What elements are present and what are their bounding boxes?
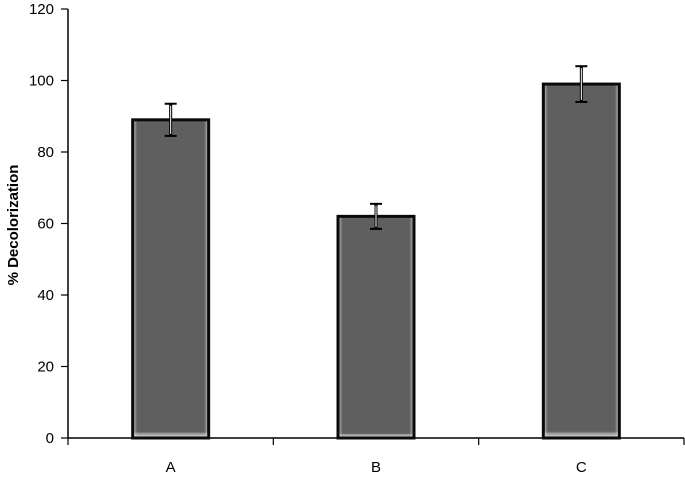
bar-group-c: C (541, 65, 621, 476)
bar-group-a: A (131, 102, 211, 476)
x-tick-label: C (576, 459, 587, 476)
y-axis-title: % Decolorization (5, 165, 22, 286)
bar-shine (544, 85, 618, 437)
y-tick-label: 20 (37, 359, 54, 376)
y-tick-label: 0 (46, 430, 54, 447)
y-axis: 0 20 40 60 80 100 120 (29, 1, 69, 447)
y-tick-label: 120 (29, 1, 54, 18)
bars: A B C (131, 65, 621, 476)
bar-shine (134, 121, 208, 437)
x-tick-label: B (371, 459, 381, 476)
y-tick-label: 80 (37, 144, 54, 161)
y-tick-label: 60 (37, 216, 54, 233)
bar-group-b: B (336, 202, 416, 476)
x-tick-label: A (166, 459, 176, 476)
y-tick-label: 100 (29, 73, 54, 90)
bar-shine (339, 217, 413, 437)
y-tick-label: 40 (37, 287, 54, 304)
